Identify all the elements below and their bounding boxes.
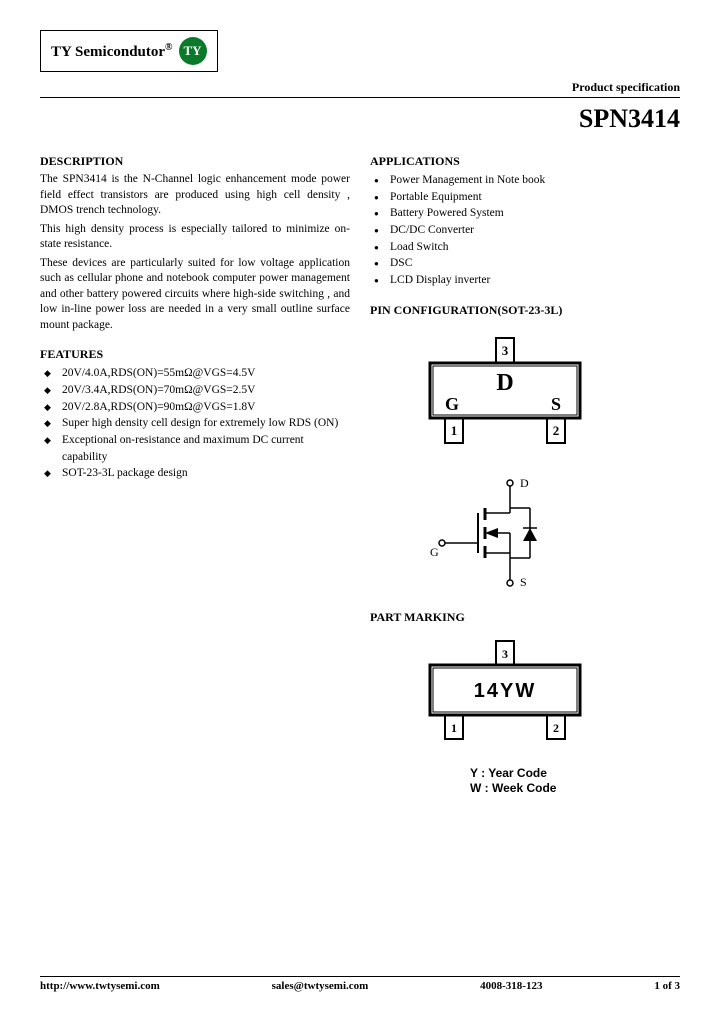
company-name: TY Semicondutor® <box>51 42 173 61</box>
spec-label: Product specification <box>40 80 680 98</box>
description-p1: The SPN3414 is the N-Channel logic enhan… <box>40 172 350 219</box>
description-heading: DESCRIPTION <box>40 154 350 169</box>
features-list: 20V/4.0A,RDS(ON)=55mΩ@VGS=4.5V 20V/3.4A,… <box>40 365 350 482</box>
feature-item: Super high density cell design for extre… <box>40 415 350 432</box>
footer: http://www.twtysemi.com sales@twtysemi.c… <box>40 976 680 992</box>
pin-config-heading: PIN CONFIGURATION(SOT-23-3L) <box>370 303 680 318</box>
package-outline-svg: 3 1 2 D G S <box>400 328 610 468</box>
footer-url: http://www.twtysemi.com <box>40 980 160 992</box>
applications-heading: APPLICATIONS <box>370 154 680 169</box>
application-item: Power Management in Note book <box>370 172 680 189</box>
company-logo-box: TY Semicondutor® TY <box>40 30 218 72</box>
footer-page: 1 of 3 <box>654 980 680 992</box>
features-heading: FEATURES <box>40 347 350 362</box>
footer-email: sales@twtysemi.com <box>272 980 369 992</box>
pin-s-label: S <box>551 394 561 414</box>
applications-list: Power Management in Note book Portable E… <box>370 172 680 289</box>
description-body: The SPN3414 is the N-Channel logic enhan… <box>40 172 350 333</box>
header: TY Semicondutor® TY <box>40 30 680 72</box>
feature-item: 20V/4.0A,RDS(ON)=55mΩ@VGS=4.5V <box>40 365 350 382</box>
part-marking-section: PART MARKING 3 1 2 14YW Y : Year Code W … <box>370 610 680 797</box>
svg-text:2: 2 <box>553 721 559 735</box>
part-number: SPN3414 <box>40 104 680 134</box>
application-item: Load Switch <box>370 239 680 256</box>
svg-text:D: D <box>520 476 529 490</box>
marking-legend: Y : Year Code W : Week Code <box>470 766 680 797</box>
svg-text:G: G <box>430 545 439 559</box>
features-section: FEATURES 20V/4.0A,RDS(ON)=55mΩ@VGS=4.5V … <box>40 347 350 482</box>
svg-text:2: 2 <box>553 423 560 438</box>
application-item: LCD Display inverter <box>370 272 680 289</box>
logo-badge: TY <box>179 37 207 65</box>
application-item: Portable Equipment <box>370 189 680 206</box>
part-marking-diagram: 3 1 2 14YW Y : Year Code W : Week Code <box>370 635 680 797</box>
feature-item: 20V/2.8A,RDS(ON)=90mΩ@VGS=1.8V <box>40 399 350 416</box>
pin-config-section: PIN CONFIGURATION(SOT-23-3L) 3 1 2 <box>370 303 680 598</box>
application-item: DSC <box>370 255 680 272</box>
part-marking-svg: 3 1 2 14YW <box>400 635 610 755</box>
description-p3: These devices are particularly suited fo… <box>40 256 350 334</box>
pin-g-label: G <box>445 394 459 414</box>
mosfet-schematic-svg: D <box>400 473 580 593</box>
svg-text:S: S <box>520 575 527 589</box>
right-column: APPLICATIONS Power Management in Note bo… <box>370 154 680 797</box>
pin-d-label: D <box>496 370 513 396</box>
content-columns: DESCRIPTION The SPN3414 is the N-Channel… <box>40 154 680 797</box>
application-item: DC/DC Converter <box>370 222 680 239</box>
svg-text:3: 3 <box>502 647 508 661</box>
svg-text:1: 1 <box>451 721 457 735</box>
legend-year: Y : Year Code <box>470 766 680 782</box>
application-item: Battery Powered System <box>370 205 680 222</box>
marking-code: 14YW <box>474 680 536 702</box>
part-marking-heading: PART MARKING <box>370 610 680 625</box>
legend-week: W : Week Code <box>470 781 680 797</box>
svg-text:3: 3 <box>502 343 509 358</box>
feature-item: 20V/3.4A,RDS(ON)=70mΩ@VGS=2.5V <box>40 382 350 399</box>
feature-item: SOT-23-3L package design <box>40 465 350 482</box>
pin-config-diagram: 3 1 2 D G S D <box>370 328 680 598</box>
left-column: DESCRIPTION The SPN3414 is the N-Channel… <box>40 154 350 797</box>
description-p2: This high density process is especially … <box>40 222 350 253</box>
svg-text:1: 1 <box>451 423 458 438</box>
footer-phone: 4008-318-123 <box>480 980 542 992</box>
feature-item: Exceptional on-resistance and maximum DC… <box>40 432 350 465</box>
